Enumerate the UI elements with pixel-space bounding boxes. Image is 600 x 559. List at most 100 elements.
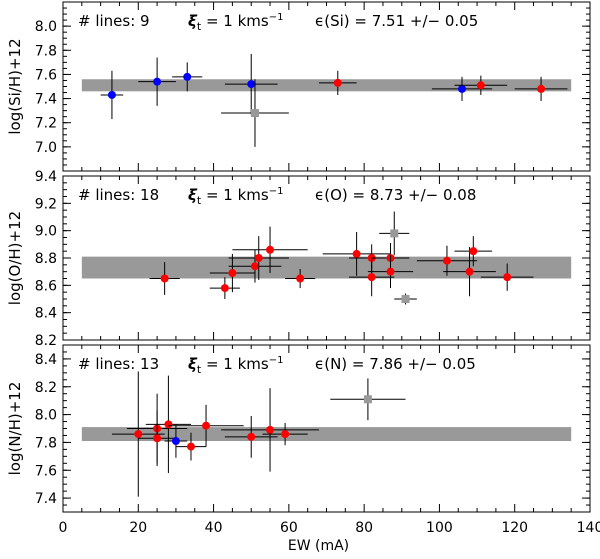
data-point-red [209,277,240,299]
data-point-red [168,404,244,447]
mean-band [81,79,572,92]
annotation-lines: # lines: 13 [78,355,159,373]
data-point-blue [172,62,203,92]
data-point-red [175,432,207,461]
red-circle-marker [465,267,474,276]
xi-symbol: ξ [188,355,198,373]
data-point-red [285,268,316,289]
xi-exponent: −1 [269,186,284,197]
data-point-red [480,263,534,291]
red-circle-marker [296,274,305,283]
red-circle-marker [503,273,512,282]
blue-circle-marker [171,437,180,446]
x-axis-label: EW (mA) [288,538,349,554]
panel-o: 8.2 8.4 8.6 8.8 9.0 9.2 9.4 log(O/H)+12 # lines:… [6,169,591,349]
red-circle-marker [442,256,451,265]
blue-circle-marker [107,90,116,99]
y-tick-label: 8.2 [35,380,57,396]
data-point-red [138,410,176,467]
xi-symbol: ξ [188,12,198,30]
gray-square-marker [390,229,399,238]
data-point-red [318,70,357,95]
red-circle-marker [367,273,376,282]
y-tick-label: 9.4 [35,169,57,185]
red-circle-marker [386,267,395,276]
y-tick-label: 7.8 [35,43,57,59]
data-point-red [454,236,493,267]
y-tick-label: 8.4 [35,306,57,322]
xi-symbol: ξ [188,186,198,204]
mean-band [81,427,572,442]
data-point-red [232,226,308,274]
y-tick-label: 7.4 [35,92,57,108]
mean-band [81,256,572,279]
data-point-gray [330,378,406,421]
gray-square-marker [401,295,410,303]
red-circle-marker [281,430,290,439]
blue-circle-marker [183,72,192,81]
data-point-red [349,258,395,297]
red-circle-marker [202,421,211,430]
red-circle-marker [160,274,169,283]
red-circle-marker [164,420,173,429]
y-tick-label: 7.2 [35,116,57,132]
annotation-abundance: ϵ(Si) = 7.51 +/− 0.05 [315,12,478,30]
red-circle-marker [134,430,143,439]
xi-value: = 1 kms [201,186,269,204]
data-point-red [221,388,319,472]
xi-subscript: t [197,363,202,376]
xi-subscript: t [197,20,202,33]
red-circle-marker [476,81,485,90]
red-circle-marker [266,425,275,434]
x-tick-label: 0 [59,520,68,536]
x-tick-label: 80 [355,520,373,536]
y-tick-label: 7.0 [35,140,57,156]
y-tick-label: 8.6 [35,278,57,294]
annotation-abundance: ϵ(O) = 8.73 +/− 0.08 [315,186,476,204]
panel-n: 7.4 7.6 7.8 8.0 8.2 8.4 0 20 40 60 80 100 120 140 EW (… [6,344,600,554]
y-tick-label: 9.0 [35,224,57,240]
red-circle-marker [186,442,195,451]
annotation-xi-t: ξt = 1 kms−1 [188,186,283,207]
data-point-blue [138,57,176,106]
red-circle-marker [266,245,275,254]
data-point-red [145,375,191,474]
y-axis-label: log(Si/H)+12 [6,38,24,134]
data-point-blue [100,70,124,120]
blue-circle-marker [458,84,467,93]
data-point-red [514,76,568,101]
x-tick-label: 120 [501,520,528,536]
y-tick-label: 8.2 [35,333,57,349]
y-axis-label: log(N/H)+12 [6,382,24,476]
data-point-red [149,262,180,295]
red-circle-marker [352,249,361,258]
gray-square-marker [363,395,372,404]
red-circle-marker [333,78,342,87]
y-tick-label: 7.4 [35,491,57,507]
panel-si: 7.0 7.2 7.4 7.6 7.8 8.0 log(Si/H)+12 # lines: 9… [6,1,591,172]
data-point-red [209,253,255,293]
y-tick-label: 7.8 [35,435,57,451]
data-point-red [262,422,308,446]
red-circle-marker [537,84,546,93]
annotation-lines: # lines: 18 [78,186,159,204]
red-circle-marker [228,269,237,278]
y-tick-label: 7.6 [35,67,57,83]
data-point-red [228,236,289,280]
data-point-red [443,247,496,297]
data-point-gray [379,211,410,256]
xi-value: = 1 kms [201,12,269,30]
xi-subscript: t [197,194,202,207]
red-circle-marker [247,432,256,441]
data-point-red [111,371,165,497]
red-circle-marker [254,254,263,262]
xi-value: = 1 kms [201,355,269,373]
data-point-blue [224,53,278,115]
data-point-blue [164,424,188,458]
data-point-red [224,415,278,458]
y-tick-label: 8.8 [35,251,57,267]
data-point-red [367,255,414,289]
x-tick-label: 20 [129,520,147,536]
red-circle-marker [153,434,162,443]
blue-circle-marker [247,80,256,89]
